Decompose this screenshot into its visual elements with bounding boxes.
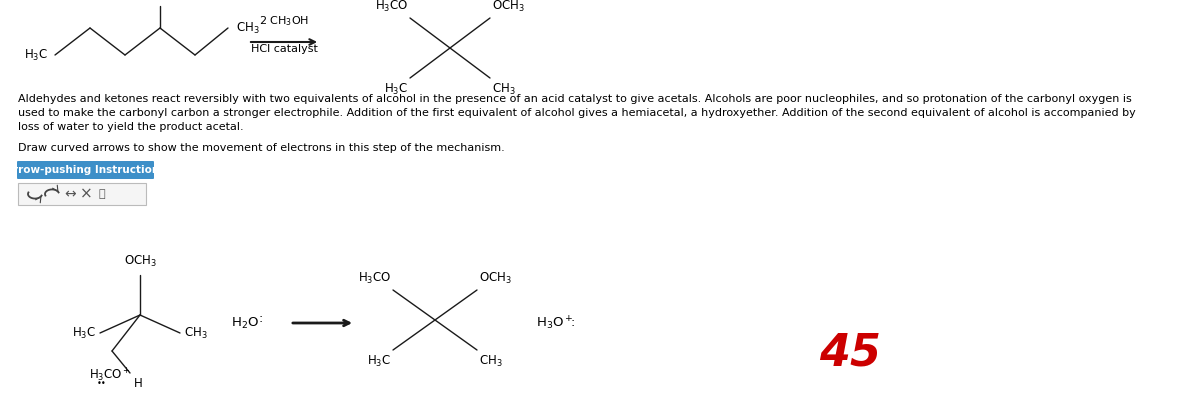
- Text: $\mathregular{H_3C}$: $\mathregular{H_3C}$: [72, 326, 96, 340]
- Text: HCl catalyst: HCl catalyst: [251, 44, 318, 54]
- Text: $\mathregular{OCH_3}$: $\mathregular{OCH_3}$: [124, 254, 156, 269]
- Text: $\mathregular{OCH_3}$: $\mathregular{OCH_3}$: [492, 0, 524, 14]
- Text: H: H: [134, 377, 143, 390]
- Text: ↔: ↔: [64, 187, 76, 201]
- Text: $\mathregular{CH_3}$: $\mathregular{CH_3}$: [184, 326, 208, 340]
- Text: $\mathregular{H_3C}$: $\mathregular{H_3C}$: [24, 48, 48, 62]
- Text: 45: 45: [818, 332, 881, 375]
- Text: $\mathregular{CH_3}$: $\mathregular{CH_3}$: [236, 20, 259, 36]
- Text: $\mathregular{H_3C}$: $\mathregular{H_3C}$: [367, 354, 391, 369]
- Text: $\mathregular{OCH_3}$: $\mathregular{OCH_3}$: [479, 271, 512, 286]
- Text: Aldehydes and ketones react reversibly with two equivalents of alcohol in the pr: Aldehydes and ketones react reversibly w…: [18, 94, 1132, 104]
- Text: :: :: [258, 312, 263, 326]
- Text: $\mathregular{2\ CH_3OH}$: $\mathregular{2\ CH_3OH}$: [259, 14, 310, 28]
- Text: $\mathregular{H_3CO^+}$: $\mathregular{H_3CO^+}$: [89, 367, 131, 384]
- Text: $\mathregular{H_3O^+}$: $\mathregular{H_3O^+}$: [536, 314, 574, 332]
- FancyBboxPatch shape: [17, 161, 154, 179]
- Text: ••: ••: [97, 379, 107, 388]
- Text: used to make the carbonyl carbon a stronger electrophile. Addition of the first : used to make the carbonyl carbon a stron…: [18, 108, 1135, 118]
- Text: Arrow-pushing Instructions: Arrow-pushing Instructions: [5, 165, 166, 175]
- Text: $\mathregular{CH_3}$: $\mathregular{CH_3}$: [479, 354, 503, 369]
- Text: $\mathregular{H_3CO}$: $\mathregular{H_3CO}$: [374, 0, 408, 14]
- Text: ×: ×: [79, 186, 92, 202]
- Text: $\mathregular{H_3C}$: $\mathregular{H_3C}$: [384, 82, 408, 97]
- Text: $\mathregular{H_3CO}$: $\mathregular{H_3CO}$: [358, 271, 391, 286]
- Text: Draw curved arrows to show the movement of electrons in this step of the mechani: Draw curved arrows to show the movement …: [18, 143, 505, 153]
- FancyBboxPatch shape: [18, 183, 146, 205]
- Text: loss of water to yield the product acetal.: loss of water to yield the product aceta…: [18, 122, 244, 132]
- Text: :: :: [570, 316, 575, 330]
- Text: $\mathregular{CH_3}$: $\mathregular{CH_3}$: [492, 82, 516, 97]
- Text: $\mathregular{H_2O}$: $\mathregular{H_2O}$: [230, 316, 259, 330]
- Text: 🗑: 🗑: [98, 189, 106, 199]
